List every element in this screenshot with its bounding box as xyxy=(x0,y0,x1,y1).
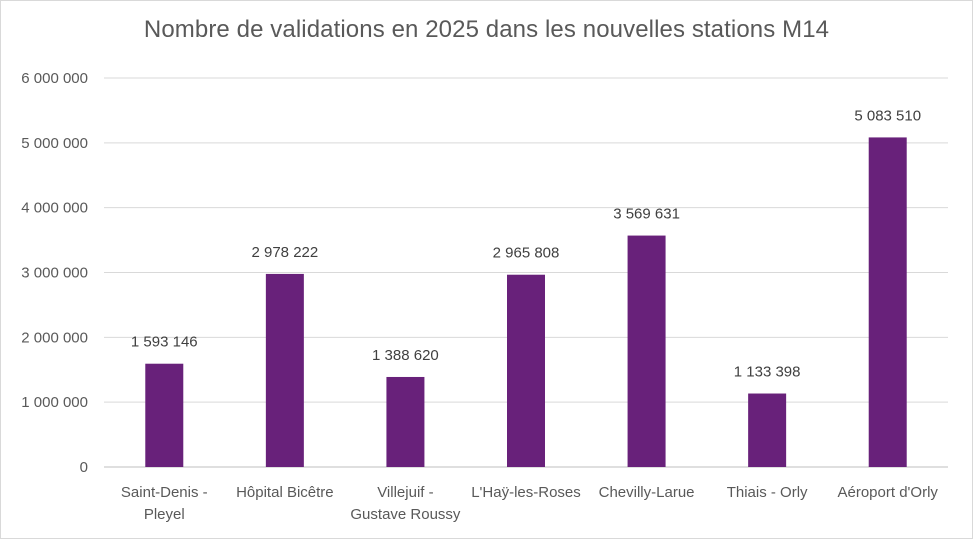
y-tick-label: 3 000 000 xyxy=(21,265,88,282)
x-category-label: Pleyel xyxy=(144,506,185,523)
bar[interactable] xyxy=(265,273,304,467)
bar[interactable] xyxy=(507,274,545,467)
y-tick-label: 5 000 000 xyxy=(21,135,88,152)
x-category-label: L'Haÿ-les-Roses xyxy=(471,484,581,501)
data-label: 1 593 146 xyxy=(131,334,198,351)
data-label: 1 133 398 xyxy=(734,364,801,381)
y-tick-label: 6 000 000 xyxy=(21,70,88,87)
y-tick-label: 1 000 000 xyxy=(21,394,88,411)
data-label: 1 388 620 xyxy=(372,347,439,364)
x-category-label: Aéroport d'Orly xyxy=(838,484,939,501)
x-category-label: Villejuif - xyxy=(377,484,433,501)
x-category-label: Saint-Denis - xyxy=(121,484,208,501)
x-category-label: Hôpital Bicêtre xyxy=(236,484,334,501)
data-label: 5 083 510 xyxy=(854,107,921,124)
bar[interactable] xyxy=(145,363,184,467)
y-tick-label: 4 000 000 xyxy=(21,200,88,217)
y-tick-label: 0 xyxy=(80,459,88,476)
bar[interactable] xyxy=(868,137,907,467)
bar[interactable] xyxy=(386,376,425,467)
x-category-label: Chevilly-Larue xyxy=(599,484,695,501)
data-label: 3 569 631 xyxy=(613,206,680,223)
bar[interactable] xyxy=(748,393,787,467)
chart-title: Nombre de validations en 2025 dans les n… xyxy=(143,16,830,43)
data-label: 2 965 808 xyxy=(493,245,560,262)
y-tick-label: 2 000 000 xyxy=(21,329,88,346)
data-label: 2 978 222 xyxy=(251,244,318,261)
x-category-label: Gustave Roussy xyxy=(350,506,461,523)
bar[interactable] xyxy=(627,235,666,467)
x-category-label: Thiais - Orly xyxy=(727,484,808,501)
